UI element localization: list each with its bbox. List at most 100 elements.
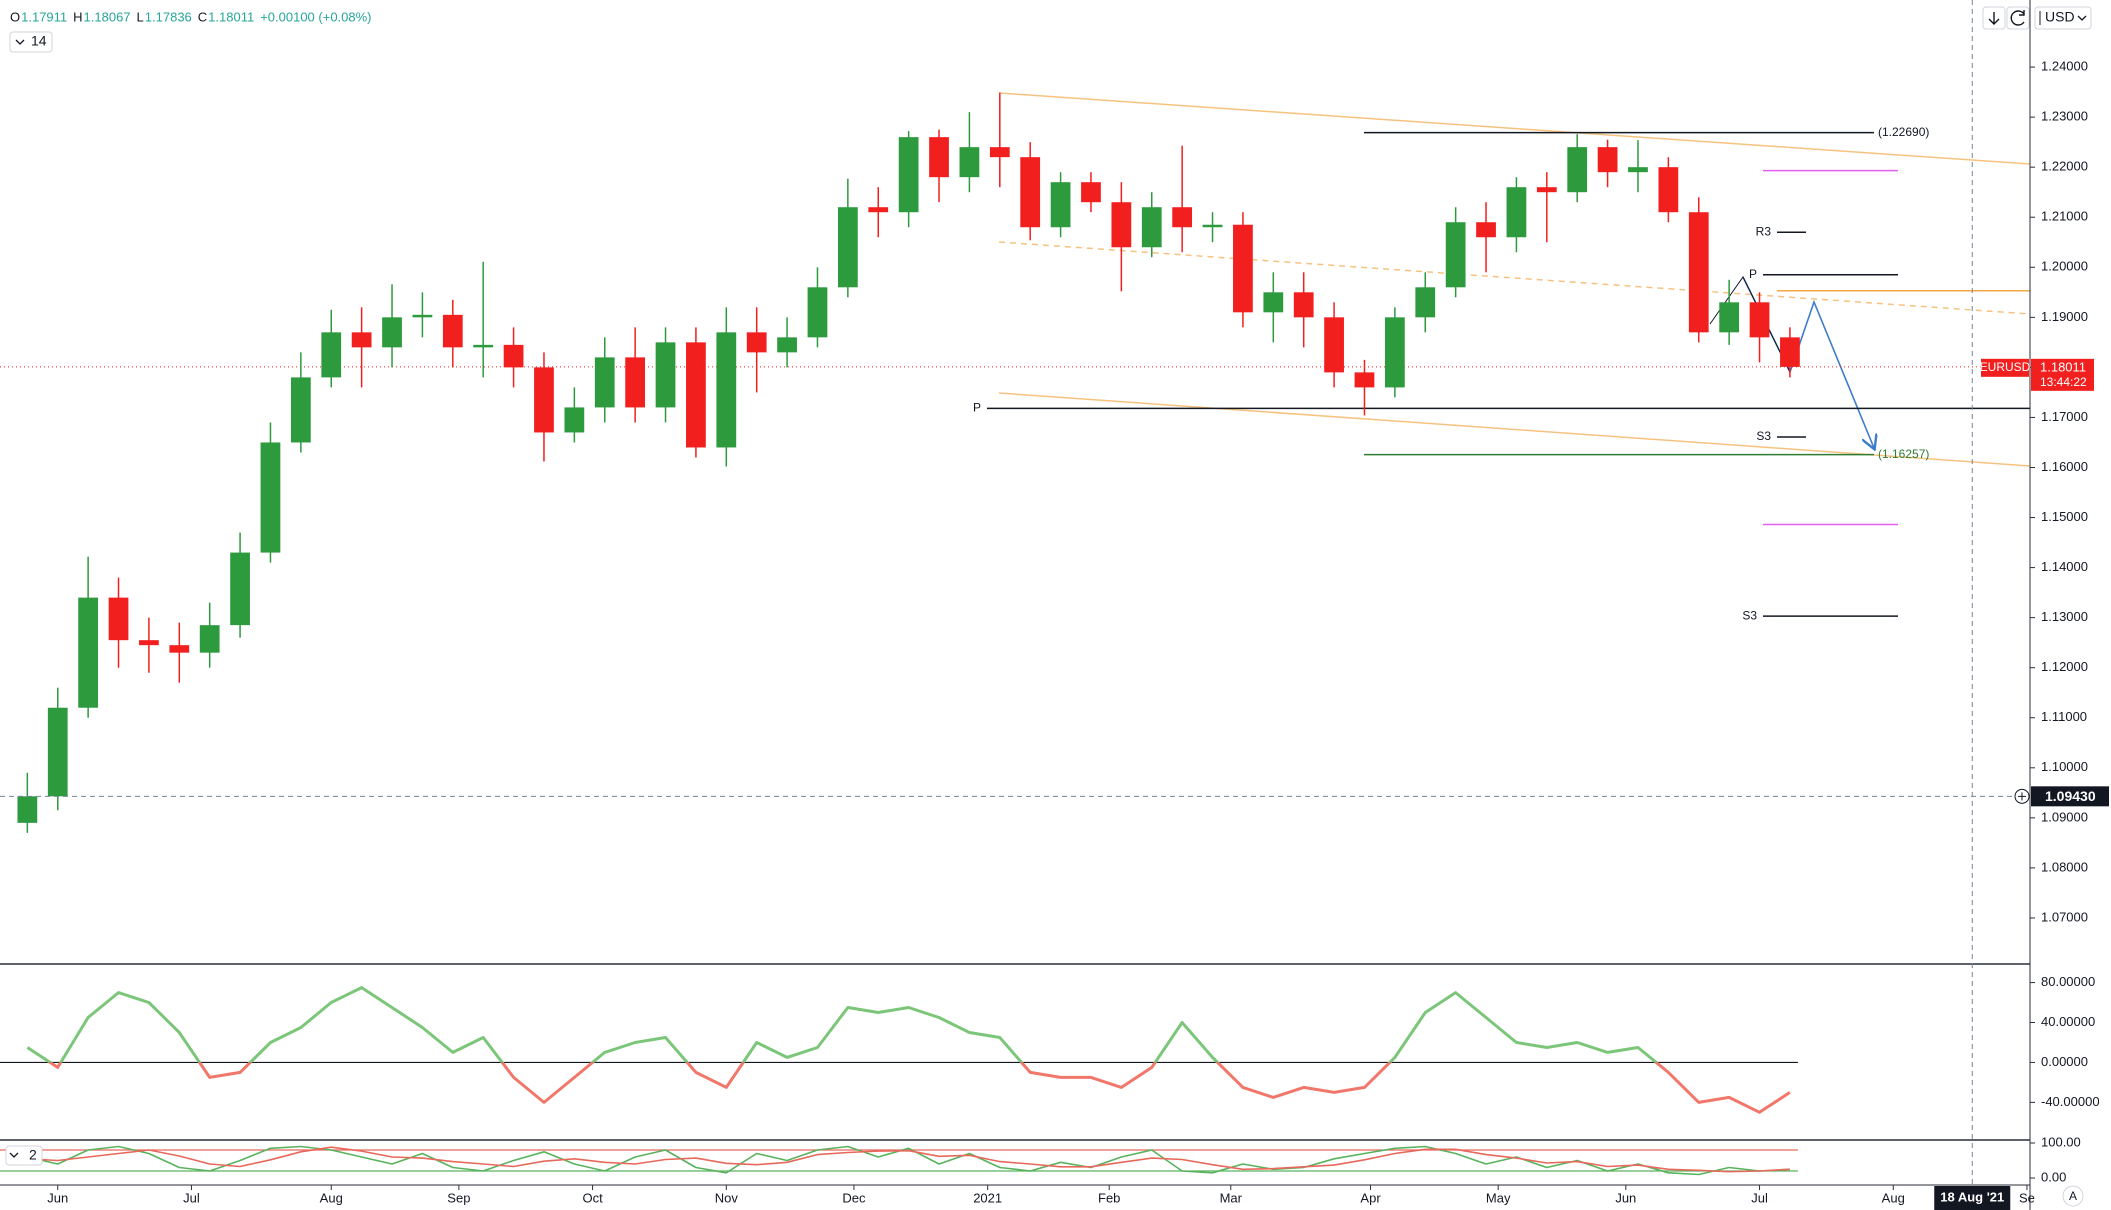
candle-body xyxy=(777,337,797,353)
candle-body xyxy=(230,552,250,626)
currency-button[interactable]: USD xyxy=(2034,6,2092,30)
y-tick-label: 1.13000 xyxy=(2041,609,2088,624)
candle-body xyxy=(1476,222,1496,238)
y-tick-label: 0.00000 xyxy=(2041,1054,2088,1069)
y-tick-label: 1.20000 xyxy=(2041,259,2088,274)
ohlc-value: 1.18011 xyxy=(208,9,254,24)
chip-label: 2 xyxy=(29,1147,37,1163)
candle-body xyxy=(807,287,828,338)
auto-scale-button[interactable]: A xyxy=(2062,1185,2084,1207)
y-tick-label: 1.14000 xyxy=(2041,559,2088,574)
y-tick-label: 1.11000 xyxy=(2041,709,2087,724)
candle-body xyxy=(1050,182,1071,228)
candle-body xyxy=(260,442,281,553)
candle-body xyxy=(898,137,919,213)
trend-line xyxy=(998,92,2030,165)
candle-body xyxy=(746,332,767,353)
x-tick-label: Feb xyxy=(1098,1190,1120,1205)
candle-body xyxy=(1081,182,1101,203)
ohlc-key: C xyxy=(198,9,207,24)
button-box[interactable] xyxy=(2062,1185,2084,1207)
crosshair-add-icon xyxy=(2018,792,2026,801)
y-tick-label: 1.09000 xyxy=(2041,809,2088,824)
candle-body xyxy=(1324,317,1344,373)
candle-body xyxy=(382,317,402,348)
scroll-button[interactable] xyxy=(1982,6,2006,30)
candle-body xyxy=(837,207,858,288)
chevron-icon xyxy=(2077,15,2087,21)
x-tick-label: Sep xyxy=(447,1190,470,1205)
candle-body xyxy=(534,367,554,433)
candle-body xyxy=(1658,167,1679,213)
reset-icon xyxy=(2010,10,2025,26)
candle-body xyxy=(1628,167,1648,173)
reset-button[interactable] xyxy=(2006,6,2030,30)
symbol-box xyxy=(1981,358,2029,377)
stoch-pane xyxy=(0,1145,1798,1176)
y-tick-label: -40.00000 xyxy=(2041,1094,2100,1109)
chip-box[interactable] xyxy=(9,31,53,53)
y-tick-label: 1.17000 xyxy=(2041,409,2088,424)
crosshair-price-box xyxy=(2031,786,2109,807)
x-tick-label: Mar xyxy=(1220,1190,1243,1205)
y-tick-label: 40.00000 xyxy=(2041,1014,2095,1029)
candle-body xyxy=(78,597,99,708)
x-tick-label: Aug xyxy=(1882,1190,1905,1205)
level-label: P xyxy=(973,401,981,415)
candle-body xyxy=(412,314,433,318)
candle-body xyxy=(290,377,311,443)
y-tick-label: 1.08000 xyxy=(2041,859,2088,874)
candle-body xyxy=(1567,147,1588,193)
candle-body xyxy=(1263,292,1284,313)
candle-body xyxy=(1597,147,1618,173)
candle-body xyxy=(1536,187,1557,193)
change-value: +0.00100 (+0.08%) xyxy=(260,9,371,24)
chevron-icon xyxy=(9,1152,19,1158)
button-box[interactable] xyxy=(2034,6,2092,30)
x-tick-label: Oct xyxy=(582,1190,603,1205)
x-tick-label: Nov xyxy=(715,1190,739,1205)
level-label: P xyxy=(1749,267,1757,281)
candle-body xyxy=(17,796,38,823)
candle-body xyxy=(442,314,463,348)
symbol-label: EURUSD xyxy=(1980,360,2031,374)
x-tick-label: Jun xyxy=(1615,1190,1636,1205)
crosshair-date-box xyxy=(1934,1186,2011,1210)
candle-body xyxy=(1749,302,1770,338)
ohlc-key: L xyxy=(137,9,144,24)
candle-body xyxy=(47,707,68,797)
currency-label: USD xyxy=(2045,9,2075,25)
candle-body xyxy=(686,342,706,448)
pane-chip[interactable]: 2 xyxy=(5,1145,43,1166)
candle-body xyxy=(868,207,889,213)
x-tick-label: Jul xyxy=(183,1190,200,1205)
last-price-box xyxy=(2031,358,2094,391)
y-tick-label: 1.24000 xyxy=(2041,59,2088,74)
x-tick-label: Jul xyxy=(1751,1190,1768,1205)
indicator-line-above xyxy=(26,986,1659,1063)
down-icon xyxy=(1988,12,2000,25)
y-tick-label: 1.12000 xyxy=(2041,659,2088,674)
candle-body xyxy=(1020,157,1041,228)
chip-box[interactable] xyxy=(5,1145,43,1166)
crosshair-price-label: 1.09430 xyxy=(2045,788,2096,804)
candle-body xyxy=(564,407,585,433)
x-tick-label: Dec xyxy=(842,1190,866,1205)
candle-body xyxy=(1506,187,1527,238)
candle-body xyxy=(1415,287,1436,318)
y-tick-label: 1.22000 xyxy=(2041,159,2088,174)
candle-body xyxy=(1202,224,1223,228)
y-tick-label: 100.00 xyxy=(2041,1134,2081,1149)
y-tick-label: 1.15000 xyxy=(2041,509,2088,524)
x-tick-label: 2021 xyxy=(973,1190,1002,1205)
candle-body xyxy=(169,645,190,653)
candle-body xyxy=(1172,207,1193,228)
y-tick-label: 80.00000 xyxy=(2041,974,2095,989)
candle-body xyxy=(139,640,159,646)
x-tick-label: Se xyxy=(2019,1190,2035,1205)
indicator-chip[interactable]: 14 xyxy=(9,31,53,53)
countdown-label: 13:44:22 xyxy=(2040,375,2087,389)
candle-body xyxy=(625,357,646,408)
